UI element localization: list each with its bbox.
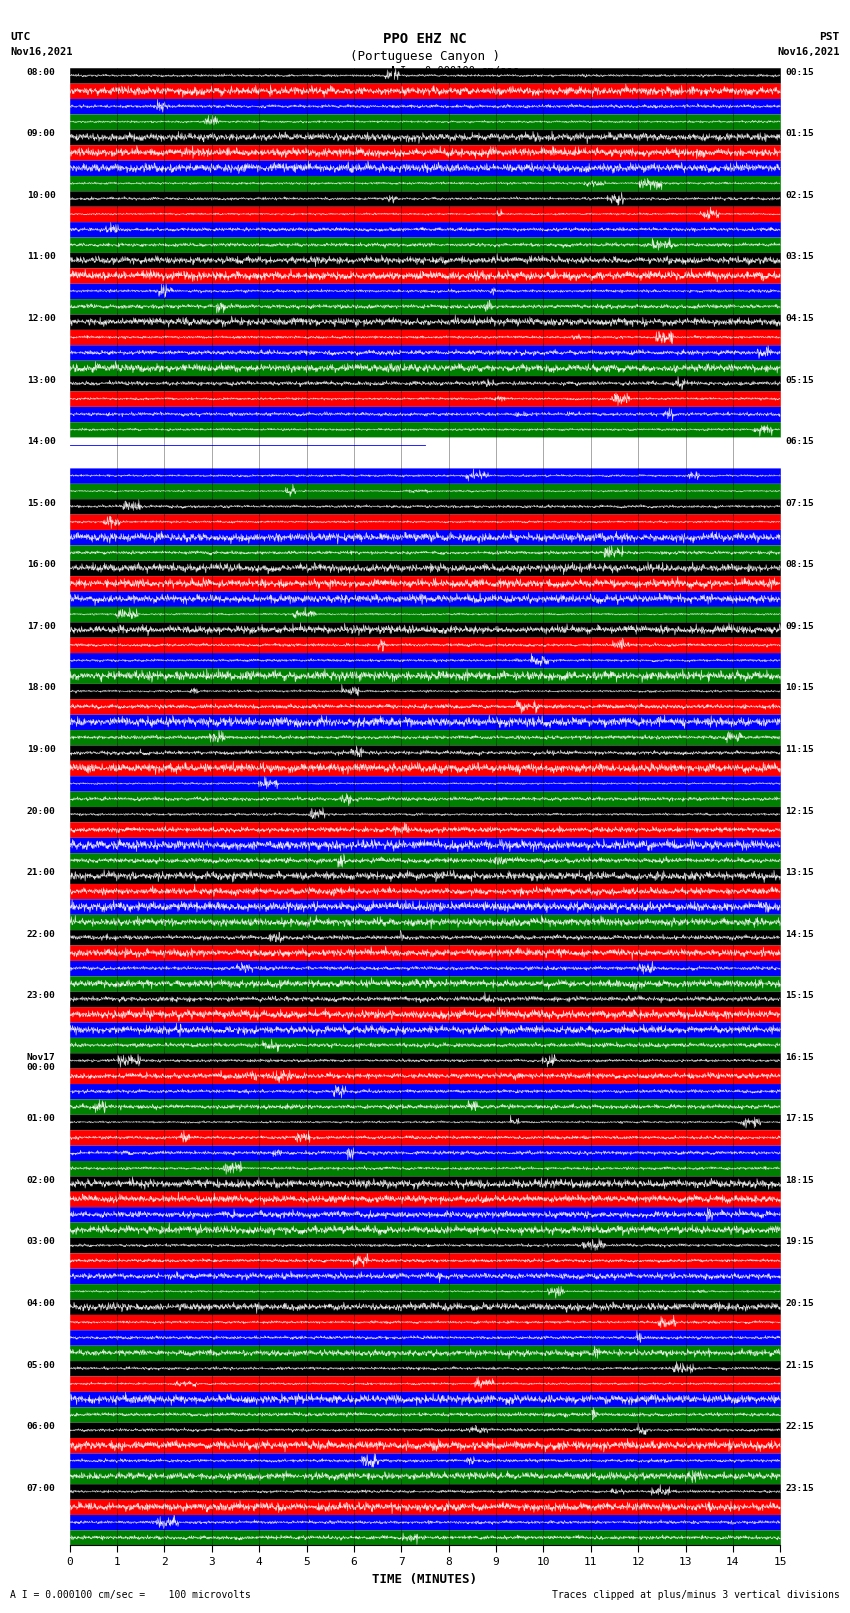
Text: Nov16,2021: Nov16,2021 [10,47,73,56]
Text: 12:00: 12:00 [26,315,55,323]
Text: 16:15: 16:15 [785,1053,813,1061]
Text: 14:00: 14:00 [26,437,55,447]
Text: 00:15: 00:15 [785,68,813,77]
Text: 07:00: 07:00 [26,1484,55,1492]
Text: 06:00: 06:00 [26,1423,55,1431]
X-axis label: TIME (MINUTES): TIME (MINUTES) [372,1573,478,1586]
Text: 18:00: 18:00 [26,684,55,692]
Text: Nov17
00:00: Nov17 00:00 [26,1053,55,1073]
Text: PST: PST [819,32,840,42]
Text: 02:00: 02:00 [26,1176,55,1186]
Text: 03:00: 03:00 [26,1237,55,1247]
Text: 11:00: 11:00 [26,253,55,261]
Text: (Portuguese Canyon ): (Portuguese Canyon ) [350,50,500,63]
Text: 04:00: 04:00 [26,1298,55,1308]
Text: 10:00: 10:00 [26,190,55,200]
Text: 01:00: 01:00 [26,1115,55,1123]
Text: 17:15: 17:15 [785,1115,813,1123]
Text: 22:15: 22:15 [785,1423,813,1431]
Text: Traces clipped at plus/minus 3 vertical divisions: Traces clipped at plus/minus 3 vertical … [552,1590,840,1600]
Text: 05:15: 05:15 [785,376,813,384]
Text: 12:15: 12:15 [785,806,813,816]
Text: 13:00: 13:00 [26,376,55,384]
Text: 15:15: 15:15 [785,990,813,1000]
Text: 16:00: 16:00 [26,560,55,569]
Text: PPO EHZ NC: PPO EHZ NC [383,32,467,47]
Text: 17:00: 17:00 [26,623,55,631]
Text: 23:00: 23:00 [26,990,55,1000]
Text: Nov16,2021: Nov16,2021 [777,47,840,56]
Text: 23:15: 23:15 [785,1484,813,1492]
Text: 03:15: 03:15 [785,253,813,261]
Text: 13:15: 13:15 [785,868,813,877]
Text: 09:00: 09:00 [26,129,55,139]
Text: 21:15: 21:15 [785,1361,813,1369]
Text: 04:15: 04:15 [785,315,813,323]
Text: 22:00: 22:00 [26,929,55,939]
Text: 20:00: 20:00 [26,806,55,816]
Text: 05:00: 05:00 [26,1361,55,1369]
Text: 21:00: 21:00 [26,868,55,877]
Text: UTC: UTC [10,32,31,42]
Text: 19:00: 19:00 [26,745,55,753]
Text: 02:15: 02:15 [785,190,813,200]
Text: 09:15: 09:15 [785,623,813,631]
Text: 11:15: 11:15 [785,745,813,753]
Text: 10:15: 10:15 [785,684,813,692]
Text: 06:15: 06:15 [785,437,813,447]
Text: 08:00: 08:00 [26,68,55,77]
Text: 14:15: 14:15 [785,929,813,939]
Text: 15:00: 15:00 [26,498,55,508]
Text: 19:15: 19:15 [785,1237,813,1247]
Text: 20:15: 20:15 [785,1298,813,1308]
Text: 08:15: 08:15 [785,560,813,569]
Text: I = 0.000100 cm/sec: I = 0.000100 cm/sec [400,66,518,76]
Text: 01:15: 01:15 [785,129,813,139]
Text: 18:15: 18:15 [785,1176,813,1186]
Text: A I = 0.000100 cm/sec =    100 microvolts: A I = 0.000100 cm/sec = 100 microvolts [10,1590,251,1600]
Text: 07:15: 07:15 [785,498,813,508]
